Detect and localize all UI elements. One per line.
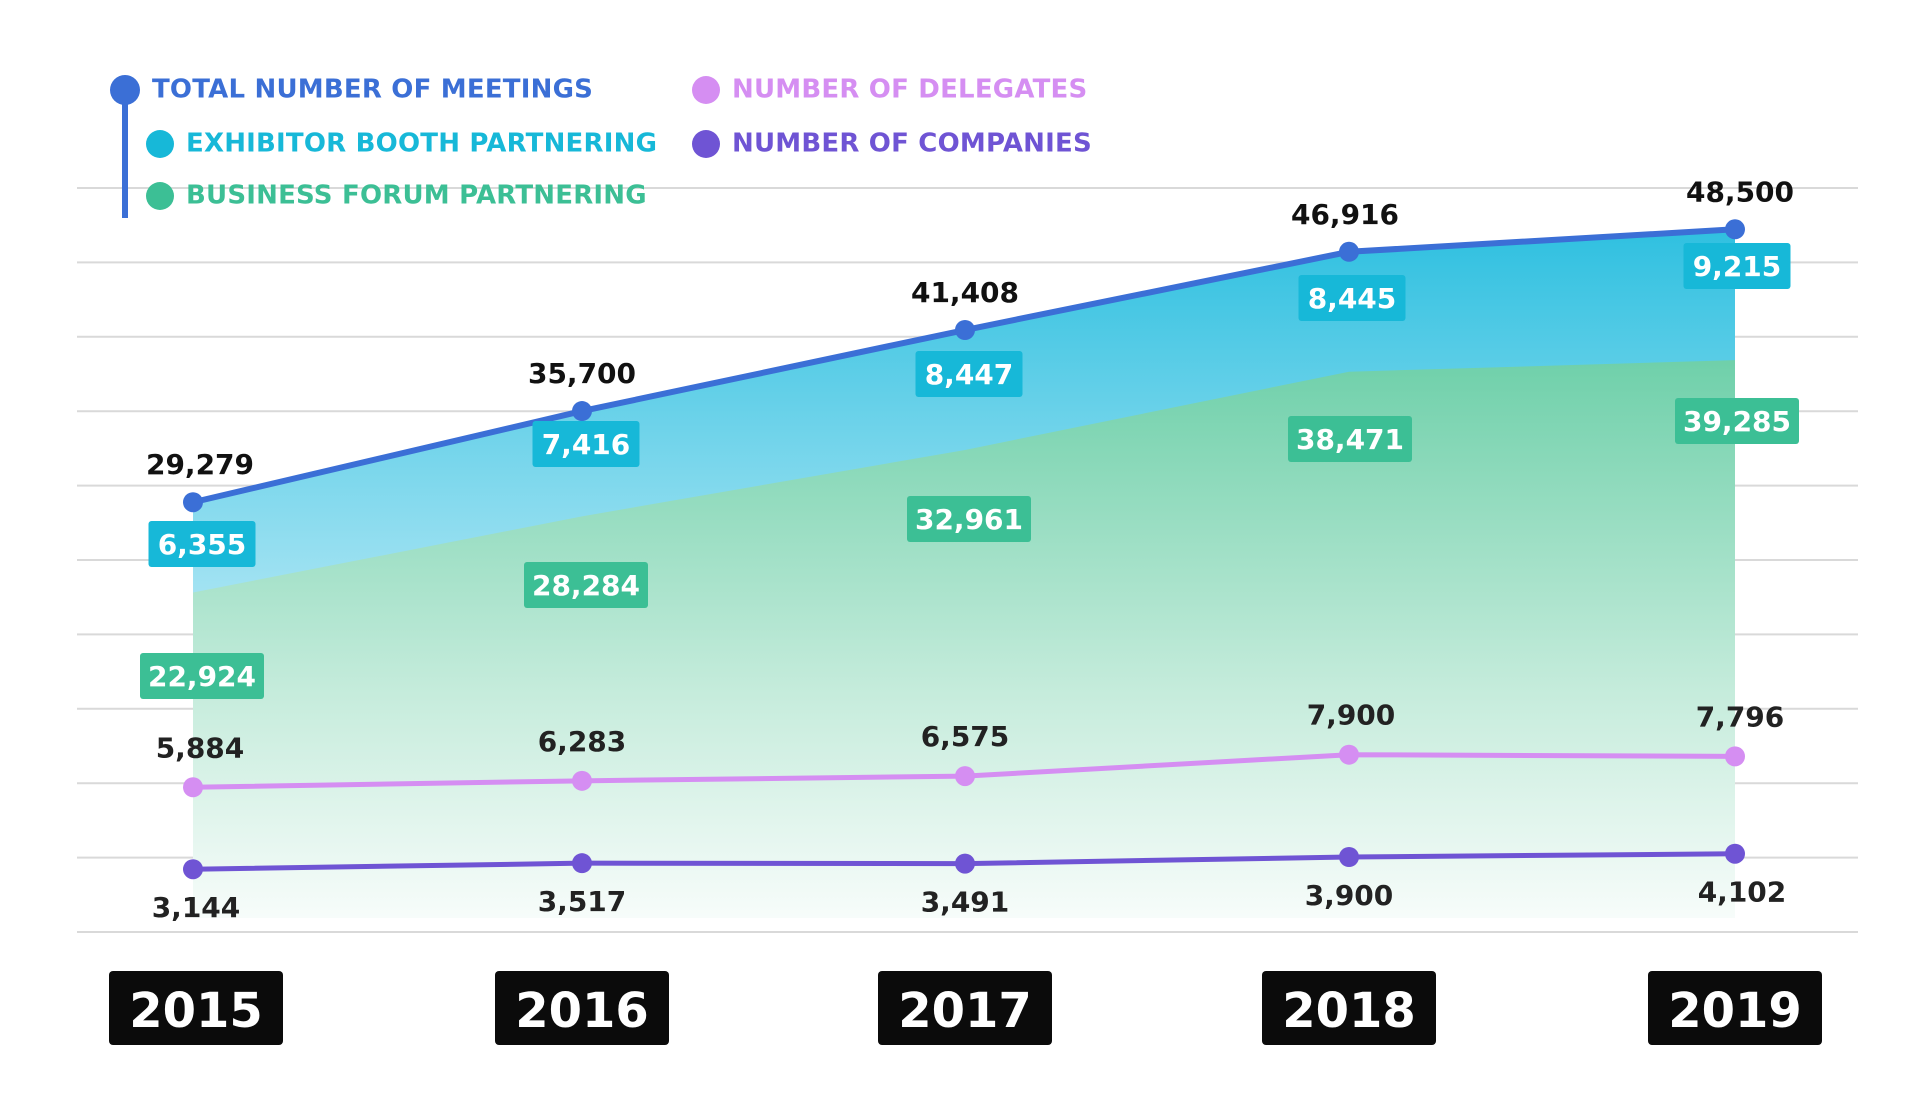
point-total-meetings: [1339, 241, 1359, 262]
year-badge: [878, 971, 1052, 1045]
data-label-exhibitor-box: [1298, 275, 1406, 321]
data-label-forum-box: [524, 562, 648, 608]
point-delegates: [1339, 744, 1359, 765]
legend-label: NUMBER OF DELEGATES: [732, 74, 1088, 105]
x-tick-label: 2015: [129, 983, 263, 1039]
point-total-meetings: [183, 492, 203, 513]
data-label-forum: 38,471: [1296, 423, 1404, 456]
markers: [183, 219, 1745, 880]
data-label-total-meetings: 35,700: [528, 357, 636, 390]
data-label-companies: 3,491: [921, 886, 1010, 919]
year-labels: 2015 2016 2017 2018 2019: [109, 971, 1822, 1045]
legend-label: BUSINESS FORUM PARTNERING: [186, 180, 647, 211]
point-total-meetings: [1725, 219, 1745, 240]
x-tick-label: 2018: [1282, 983, 1416, 1039]
data-label-forum-box: [1675, 398, 1799, 444]
data-label-exhibitor: 8,445: [1308, 282, 1397, 315]
year-badge: [1648, 971, 1822, 1045]
point-total-meetings: [955, 320, 975, 341]
point-companies: [183, 859, 203, 880]
data-label-delegates: 7,900: [1307, 699, 1396, 732]
legend-item-companies: NUMBER OF COMPANIES: [692, 128, 1092, 159]
data-label-total-meetings: 48,500: [1686, 175, 1794, 208]
data-label-delegates: 6,575: [921, 720, 1010, 753]
point-delegates: [955, 766, 975, 787]
labels: 29,279 35,700 41,408 46,916 48,500 6,355 7,416…: [140, 175, 1799, 924]
data-label-total-meetings: 41,408: [911, 276, 1019, 309]
legend-item-business-forum: BUSINESS FORUM PARTNERING: [146, 180, 647, 211]
legend-label: NUMBER OF COMPANIES: [732, 128, 1092, 159]
data-label-total-meetings: 29,279: [146, 448, 254, 481]
x-tick-label: 2017: [898, 983, 1032, 1039]
data-label-forum: 32,961: [915, 503, 1023, 536]
point-delegates: [1725, 746, 1745, 767]
legend-item-exhibitor: EXHIBITOR BOOTH PARTNERING: [146, 128, 657, 159]
legend-label: EXHIBITOR BOOTH PARTNERING: [186, 128, 658, 159]
data-label-delegates: 7,796: [1696, 700, 1785, 733]
data-label-total-meetings: 46,916: [1291, 198, 1399, 231]
data-label-exhibitor-box: [148, 521, 256, 567]
data-label-exhibitor: 8,447: [925, 358, 1014, 391]
data-label-forum-box: [1288, 416, 1412, 462]
data-label-exhibitor: 7,416: [542, 428, 631, 461]
data-label-companies: 4,102: [1698, 876, 1787, 909]
point-delegates: [183, 777, 203, 798]
data-label-forum: 39,285: [1683, 405, 1791, 438]
point-total-meetings: [572, 401, 592, 422]
data-label-forum: 28,284: [532, 569, 640, 602]
year-badge: [1262, 971, 1436, 1045]
point-companies: [1725, 843, 1745, 864]
data-label-companies: 3,900: [1305, 879, 1394, 912]
x-tick-label: 2019: [1668, 983, 1802, 1039]
year-badge: [109, 971, 283, 1045]
data-label-forum-box: [907, 496, 1031, 542]
legend-marker: [146, 129, 174, 158]
data-label-companies: 3,144: [152, 891, 241, 924]
year-badge: [495, 971, 669, 1045]
point-companies: [572, 853, 592, 874]
point-companies: [955, 853, 975, 874]
legend-label: TOTAL NUMBER OF MEETINGS: [152, 74, 594, 105]
data-label-exhibitor-box: [915, 351, 1023, 397]
legend-marker: [692, 129, 720, 158]
data-label-delegates: 5,884: [156, 731, 245, 764]
legend-marker: [146, 181, 174, 210]
data-label-exhibitor-box: [1683, 243, 1791, 289]
legend-marker: [110, 74, 140, 105]
data-label-exhibitor: 9,215: [1693, 250, 1782, 283]
legend-item-total-meetings: TOTAL NUMBER OF MEETINGS: [110, 74, 593, 105]
data-label-companies: 3,517: [538, 885, 627, 918]
data-label-exhibitor-box: [532, 421, 640, 467]
legend-item-delegates: NUMBER OF DELEGATES: [692, 74, 1087, 105]
x-tick-label: 2016: [515, 983, 649, 1039]
data-label-forum-box: [140, 653, 264, 699]
point-delegates: [572, 770, 592, 791]
point-companies: [1339, 847, 1359, 867]
legend-marker: [692, 75, 720, 104]
data-label-exhibitor: 6,355: [158, 528, 247, 561]
data-label-delegates: 6,283: [538, 725, 627, 758]
data-label-forum: 22,924: [148, 660, 256, 693]
